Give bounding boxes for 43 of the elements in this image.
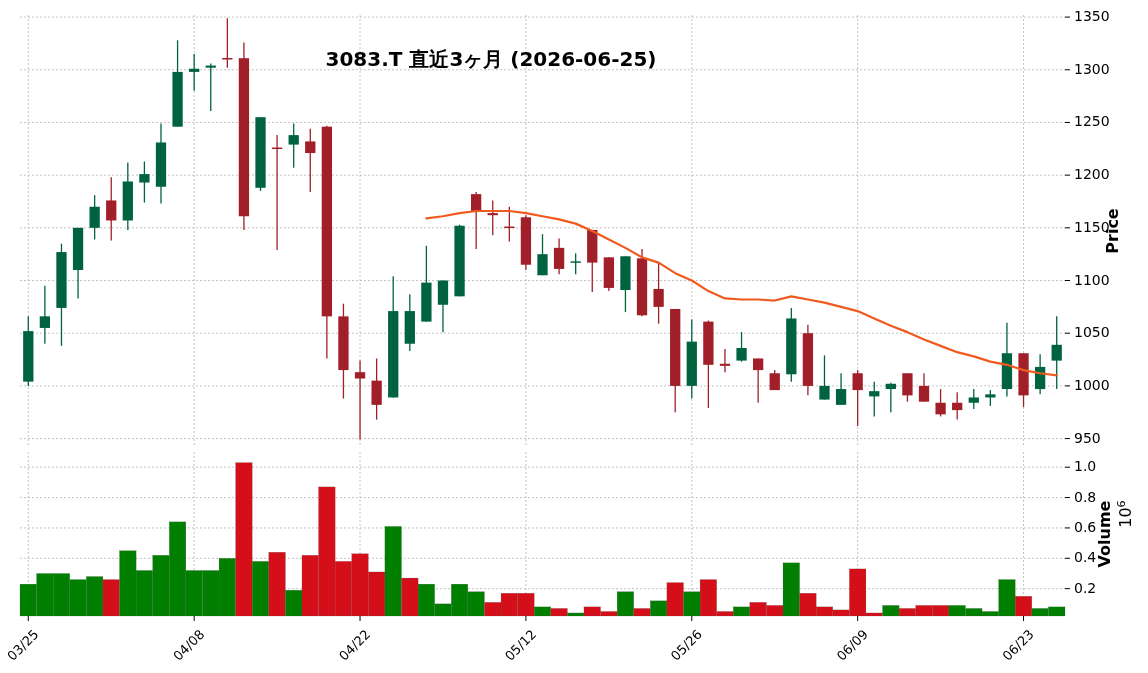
- y-axis-title: Volume: [1095, 500, 1114, 568]
- candlestick: [205, 62, 216, 112]
- y-tick-label: 0.6: [1074, 518, 1097, 535]
- y-tick-label: 0.2: [1074, 579, 1097, 596]
- candlestick: [902, 372, 913, 403]
- candlestick: [139, 160, 150, 204]
- y-tick-label: 0.4: [1074, 549, 1097, 566]
- candlestick: [653, 261, 664, 325]
- candlestick: [918, 372, 930, 403]
- candlestick: [570, 252, 581, 275]
- candlestick: [869, 381, 880, 418]
- candlestick: [189, 53, 200, 92]
- y-tick-label: 1000: [1074, 376, 1110, 393]
- candlestick: [819, 354, 830, 401]
- candlestick: [39, 285, 51, 345]
- y-tick-label: 1050: [1074, 324, 1110, 341]
- candlestick: [935, 388, 946, 418]
- candlestick: [89, 194, 100, 241]
- y-tick-label: 1350: [1074, 8, 1110, 25]
- candlestick: [354, 359, 366, 441]
- y-tick-label: 950: [1074, 429, 1101, 446]
- candlestick: [835, 372, 847, 406]
- y-tick-label: 1200: [1074, 166, 1110, 183]
- candlestick: [885, 382, 896, 413]
- y-tick-label: 0.8: [1074, 488, 1097, 505]
- candlestick: [553, 237, 565, 275]
- text: 3083.T 直近3ヶ月 (2026-06-25): [325, 47, 657, 71]
- candlestick: [305, 128, 316, 193]
- candlestick: [852, 369, 863, 427]
- candlestick: [968, 388, 979, 410]
- y-tick-label: 1250: [1074, 113, 1110, 130]
- candlestick: [537, 233, 548, 276]
- candlestick: [952, 391, 963, 421]
- candlestick: [736, 331, 747, 363]
- candlestick: [752, 357, 764, 404]
- candlestick: [487, 199, 498, 236]
- y-tick-label: 1.0: [1074, 458, 1097, 475]
- candlestick: [1051, 315, 1062, 390]
- y-tick-label: 1100: [1074, 271, 1110, 288]
- y-tick-label: 1300: [1074, 60, 1110, 77]
- candlestick: [719, 348, 731, 373]
- candlestick: [106, 176, 117, 242]
- candlestick: [288, 122, 299, 169]
